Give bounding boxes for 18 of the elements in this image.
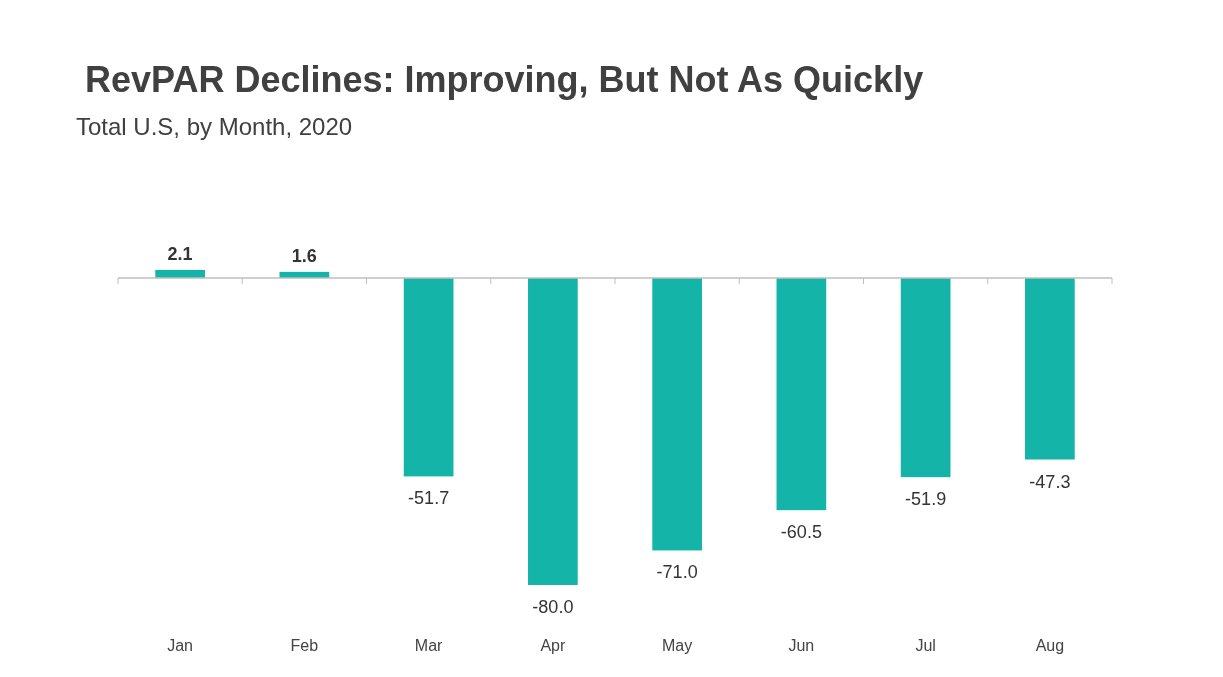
chart-title: RevPAR Declines: Improving, But Not As Quickly xyxy=(85,59,924,100)
x-tick-label: Jun xyxy=(788,637,815,654)
data-label: -71.0 xyxy=(656,562,698,583)
x-tick-label: Feb xyxy=(290,637,319,654)
x-tick-label: Apr xyxy=(540,637,566,654)
x-tick-label: May xyxy=(662,637,693,654)
data-label: -51.9 xyxy=(905,489,947,510)
x-tick-label: Aug xyxy=(1035,637,1065,654)
data-label: -47.3 xyxy=(1029,471,1071,492)
x-tick-label: Mar xyxy=(414,637,444,654)
data-label: -51.7 xyxy=(408,488,450,509)
chart-subtitle: Total U.S, by Month, 2020 xyxy=(76,113,353,140)
data-label: -80.0 xyxy=(532,597,574,617)
data-label: 1.6 xyxy=(291,245,317,266)
x-tick-label: Jul xyxy=(915,637,936,654)
data-label: 2.1 xyxy=(167,243,193,264)
x-tick-label: Jan xyxy=(167,637,194,654)
data-label: -60.5 xyxy=(780,522,822,543)
